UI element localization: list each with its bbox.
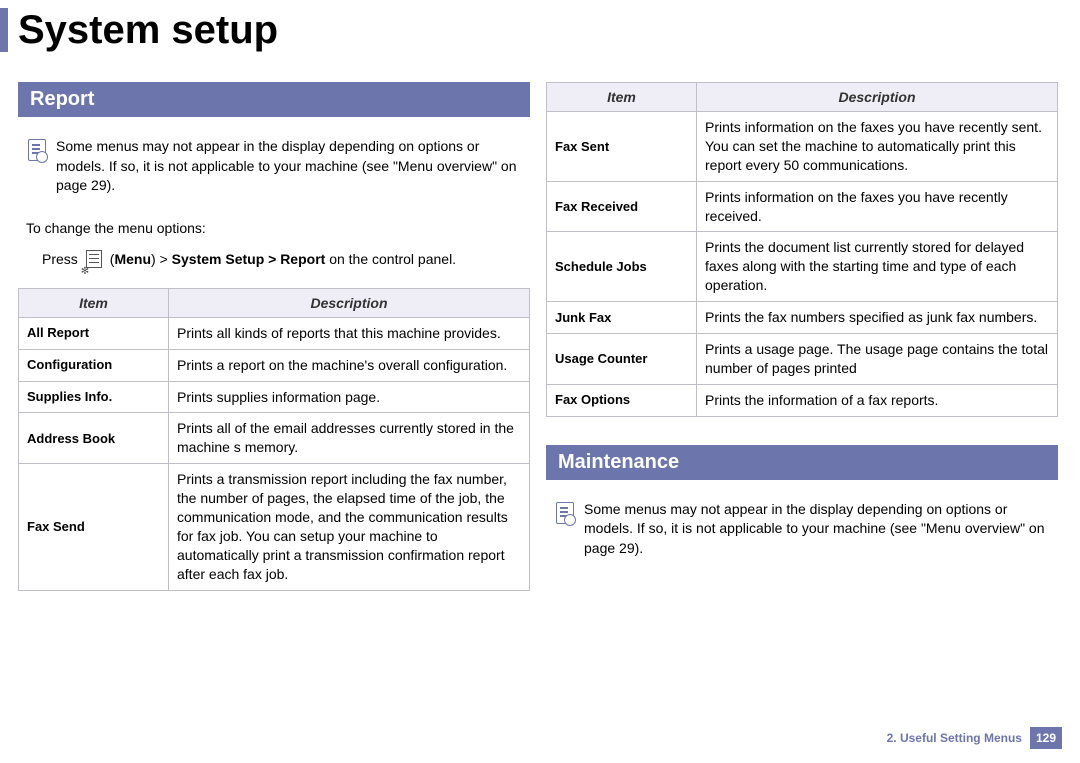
cell-desc: Prints the information of a fax reports. [697,384,1058,416]
instruction-menu: Menu [114,251,151,267]
table-row: Configuration Prints a report on the mac… [19,349,530,381]
content-columns: Report Some menus may not appear in the … [0,62,1080,591]
cell-item: Schedule Jobs [547,232,697,302]
right-column: Item Description Fax Sent Prints informa… [546,82,1058,591]
cell-item: Configuration [19,349,169,381]
report-table-continued: Item Description Fax Sent Prints informa… [546,82,1058,417]
table-row: Schedule Jobs Prints the document list c… [547,232,1058,302]
col-header-item: Item [547,83,697,112]
table-row: Fax Send Prints a transmission report in… [19,464,530,590]
section-header-maintenance: Maintenance [546,445,1058,480]
intro-text: To change the menu options: [26,220,530,236]
footer-page-number: 129 [1030,727,1062,749]
cell-desc: Prints information on the faxes you have… [697,112,1058,182]
col-header-description: Description [169,288,530,317]
cell-desc: Prints all of the email addresses curren… [169,413,530,464]
col-header-item: Item [19,288,169,317]
cell-item: Fax Send [19,464,169,590]
page-title-wrap: System setup [0,0,1080,62]
table-row: Fax Sent Prints information on the faxes… [547,112,1058,182]
cell-desc: Prints supplies information page. [169,381,530,413]
instruction-close: ) > [151,251,172,267]
spacer [546,417,1058,445]
note-box-maintenance: Some menus may not appear in the display… [546,500,1058,559]
menu-icon [86,250,102,268]
cell-item: Usage Counter [547,334,697,385]
table-row: Supplies Info. Prints supplies informati… [19,381,530,413]
table-row: Fax Received Prints information on the f… [547,181,1058,232]
left-column: Report Some menus may not appear in the … [18,82,530,591]
table-row: Junk Fax Prints the fax numbers specifie… [547,302,1058,334]
note-text: Some menus may not appear in the display… [56,137,530,196]
cell-desc: Prints all kinds of reports that this ma… [169,317,530,349]
footer-chapter: 2. Useful Setting Menus [887,731,1022,745]
table-header-row: Item Description [19,288,530,317]
title-accent-bar [0,8,8,52]
page-title: System setup [18,8,278,52]
cell-item: Junk Fax [547,302,697,334]
note-icon [556,502,574,524]
cell-item: Fax Received [547,181,697,232]
cell-desc: Prints information on the faxes you have… [697,181,1058,232]
section-header-report: Report [18,82,530,117]
cell-desc: Prints the fax numbers specified as junk… [697,302,1058,334]
cell-item: Fax Options [547,384,697,416]
instruction-prefix: Press [42,251,78,267]
note-text: Some menus may not appear in the display… [584,500,1058,559]
cell-desc: Prints a usage page. The usage page cont… [697,334,1058,385]
table-row: All Report Prints all kinds of reports t… [19,317,530,349]
instruction-text: Press (Menu) > System Setup > Report on … [42,250,530,268]
cell-item: All Report [19,317,169,349]
cell-item: Address Book [19,413,169,464]
table-row: Fax Options Prints the information of a … [547,384,1058,416]
table-header-row: Item Description [547,83,1058,112]
cell-item: Fax Sent [547,112,697,182]
report-table: Item Description All Report Prints all k… [18,288,530,591]
page-footer: 2. Useful Setting Menus 129 [887,727,1062,749]
note-box-report: Some menus may not appear in the display… [18,137,530,196]
table-row: Usage Counter Prints a usage page. The u… [547,334,1058,385]
instruction-suffix: on the control panel. [325,251,456,267]
instruction-path: System Setup > Report [172,251,326,267]
cell-item: Supplies Info. [19,381,169,413]
note-icon [28,139,46,161]
cell-desc: Prints a report on the machine's overall… [169,349,530,381]
cell-desc: Prints a transmission report including t… [169,464,530,590]
table-row: Address Book Prints all of the email add… [19,413,530,464]
col-header-description: Description [697,83,1058,112]
cell-desc: Prints the document list currently store… [697,232,1058,302]
